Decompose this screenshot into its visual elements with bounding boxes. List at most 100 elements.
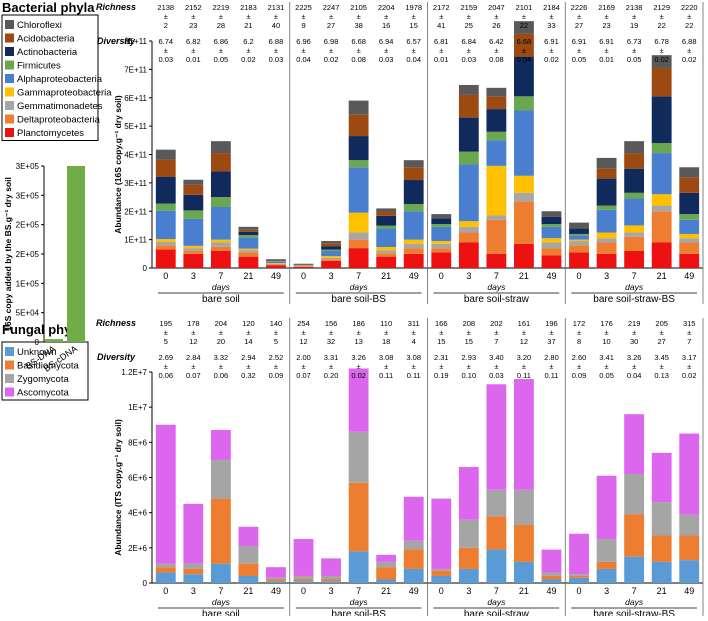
bacterial-bar-segment xyxy=(597,206,617,210)
bacterial-bar-segment xyxy=(156,239,176,242)
bacterial-bar-segment xyxy=(211,207,231,240)
bs-y-tick-label: 3E+05 xyxy=(16,191,40,200)
fungal-diversity-value: 3.26 xyxy=(351,353,366,362)
fungal-richness-value: 315 xyxy=(683,319,696,328)
bacterial-bar-segment xyxy=(652,143,672,153)
bacterial-richness-pm: ± xyxy=(246,12,250,21)
bacterial-bar-segment xyxy=(459,242,479,268)
bacterial-bar-segment xyxy=(486,88,506,97)
fungal-richness-sd: 18 xyxy=(382,337,390,346)
fungal-diversity-pm: ± xyxy=(632,362,636,371)
fungal-diversity-pm: ± xyxy=(412,362,416,371)
fungal-richness-pm: ± xyxy=(191,328,195,337)
fungal-bar-segment xyxy=(514,525,534,562)
bacterial-bar-segment xyxy=(239,227,259,230)
bacterial-diversity-pm: ± xyxy=(605,46,609,55)
bacterial-richness-sd: 16 xyxy=(382,21,390,30)
bacterial-bar-segment xyxy=(652,206,672,212)
bacterial-diversity-sd: 0.01 xyxy=(599,55,614,64)
bacterial-bar-segment xyxy=(404,240,424,244)
fungal-diversity-sd: 0.07 xyxy=(296,371,311,380)
fungal-diversity-pm: ± xyxy=(439,362,443,371)
bacterial-richness-sd: 19 xyxy=(630,21,638,30)
bacterial-bar-segment xyxy=(514,96,534,110)
fungal-bar-segment xyxy=(459,520,479,548)
fungal-diversity-value: 2.52 xyxy=(269,353,284,362)
fungal-bar-segment xyxy=(624,557,644,583)
fungal-diversity-value: 3.45 xyxy=(654,353,669,362)
bacterial-diversity-value: 6.74 xyxy=(158,37,173,46)
fungal-richness-value: 254 xyxy=(297,319,310,328)
fungal-bar-segment xyxy=(156,425,176,564)
fungal-richness-pm: ± xyxy=(549,328,553,337)
fungal-diversity-value: 2.31 xyxy=(434,353,449,362)
fungal-bar-segment xyxy=(349,483,369,552)
bacterial-richness-pm: ± xyxy=(191,12,195,21)
bacterial-diversity-sd: 0.08 xyxy=(489,55,504,64)
fungal-diversity-sd: 0.32 xyxy=(241,371,256,380)
bacterial-richness-pm: ± xyxy=(384,12,388,21)
fungal-bar-segment xyxy=(569,534,589,574)
bacterial-richness-value: 2225 xyxy=(295,3,312,12)
bacterial-bar-segment xyxy=(376,229,396,247)
bacterial-bar-segment xyxy=(624,251,644,268)
fungal-richness-value: 110 xyxy=(380,319,392,328)
fungal-days-label: days xyxy=(350,597,369,607)
bacterial-day-label: 49 xyxy=(271,271,281,281)
fungal-bar-segment xyxy=(239,546,259,564)
fungal-bar-segment xyxy=(376,555,396,562)
fungal-diversity-value: 3.20 xyxy=(517,353,532,362)
bacterial-diversity-value: 6.82 xyxy=(186,37,201,46)
bacterial-bar-segment xyxy=(486,132,506,141)
fungal-richness-pm: ± xyxy=(439,328,443,337)
bacterial-diversity-value: 6.86 xyxy=(214,37,229,46)
bacterial-bar-segment xyxy=(542,227,562,238)
fungal-richness-sd: 7 xyxy=(687,337,691,346)
bacterial-bar-segment xyxy=(652,68,672,96)
fungal-richness-pm: ± xyxy=(357,328,361,337)
bacterial-bar-segment xyxy=(294,264,314,265)
fungal-diversity-sd: 0.11 xyxy=(407,371,421,380)
bs-y-tick-label: 2E+05 xyxy=(16,221,40,230)
bacterial-bar-segment xyxy=(404,248,424,254)
bacterial-diversity-value: 6.68 xyxy=(351,37,366,46)
bacterial-bar-segment xyxy=(569,223,589,229)
bacterial-bar-segment xyxy=(376,208,396,211)
bacterial-bar-segment xyxy=(266,260,286,261)
bacterial-bar-segment xyxy=(624,233,644,237)
fungal-group-label: bare soil-BS xyxy=(331,609,386,616)
bacterial-bar-segment xyxy=(459,227,479,233)
fungal-day-label: 21 xyxy=(657,586,667,596)
bacterial-day-label: 0 xyxy=(439,271,444,281)
bacterial-bar-segment xyxy=(679,238,699,242)
bacterial-richness-pm: ± xyxy=(549,12,553,21)
fungal-richness-sd: 27 xyxy=(658,337,666,346)
bacterial-day-label: 3 xyxy=(329,271,334,281)
bacterial-day-label: 7 xyxy=(356,271,361,281)
fungal-bar-segment xyxy=(486,384,506,490)
bacterial-bar-segment xyxy=(239,257,259,268)
bacterial-bar-segment xyxy=(679,254,699,268)
fungal-diversity-pm: ± xyxy=(494,362,498,371)
bacterial-bar-segment xyxy=(569,252,589,268)
fungal-day-label: 49 xyxy=(546,586,556,596)
bacterial-legend-swatch xyxy=(5,101,14,110)
bacterial-richness-value: 2219 xyxy=(213,3,230,12)
bacterial-legend-label: Alphaproteobacteria xyxy=(17,74,103,85)
fungal-richness-value: 196 xyxy=(545,319,558,328)
bacterial-diversity-sd: 0.04 xyxy=(406,55,421,64)
fungal-diversity-sd: 0.02 xyxy=(682,371,697,380)
fungal-bar-segment xyxy=(652,536,672,562)
bacterial-bar-segment xyxy=(624,225,644,232)
bacterial-richness-sd: 2 xyxy=(164,21,168,30)
fungal-day-label: 0 xyxy=(163,586,168,596)
fungal-richness-value: 311 xyxy=(408,319,420,328)
bacterial-legend-label: Chloroflexi xyxy=(17,20,62,31)
fungal-diversity-value: 3.08 xyxy=(406,353,421,362)
fungal-group-label: bare soil-straw xyxy=(464,609,530,616)
bacterial-days-label: days xyxy=(212,282,231,292)
bacterial-richness-value: 2159 xyxy=(460,3,477,12)
fungal-bar-segment xyxy=(404,550,424,569)
bacterial-diversity-sd: 0.03 xyxy=(379,55,394,64)
